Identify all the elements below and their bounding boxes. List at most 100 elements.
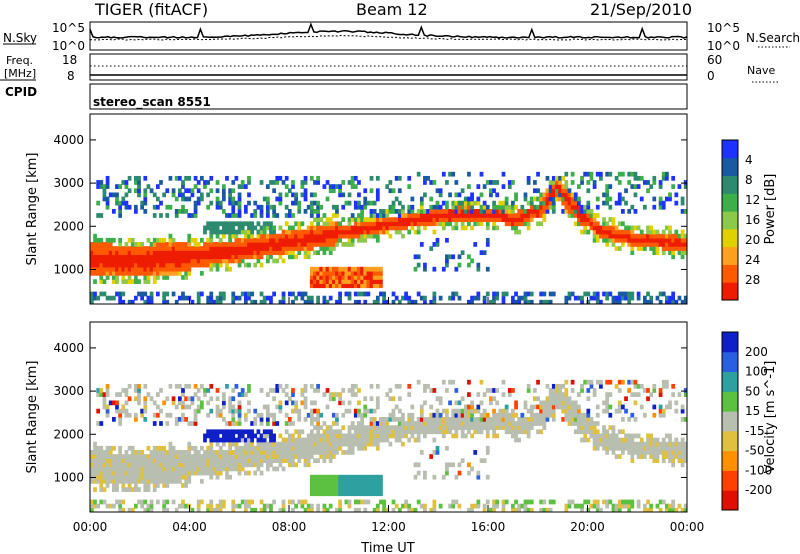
velocity-cell	[671, 454, 676, 459]
velocity-cell	[467, 379, 471, 385]
power-cell	[338, 188, 342, 194]
velocity-cell	[262, 429, 267, 435]
power-cell	[646, 291, 650, 297]
power-cell	[335, 221, 339, 227]
power-cell	[90, 254, 94, 260]
velocity-cell	[149, 458, 154, 464]
power-cell	[325, 242, 330, 247]
colorbar-swatch	[722, 140, 738, 159]
velocity-cell	[181, 466, 185, 472]
velocity-cell	[243, 417, 248, 422]
velocity-cell	[401, 503, 405, 509]
power-cell	[341, 266, 346, 272]
velocity-cell	[328, 437, 333, 443]
velocity-cell	[454, 429, 459, 435]
velocity-cell	[162, 466, 167, 472]
power-cell	[221, 192, 226, 198]
power-cell	[133, 270, 138, 276]
velocity-cell	[633, 400, 638, 406]
power-cell	[382, 217, 386, 222]
power-cell	[152, 270, 157, 276]
velocity-cell	[221, 441, 226, 447]
power-cell	[243, 262, 248, 268]
velocity-cell	[432, 388, 437, 393]
velocity-cell	[190, 470, 195, 476]
velocity-cell	[353, 487, 358, 492]
power-cell	[93, 237, 97, 243]
power-cell	[589, 295, 594, 301]
power-cell	[96, 184, 101, 189]
velocity-cell	[272, 450, 276, 455]
velocity-cell	[366, 483, 371, 488]
velocity-cell	[228, 408, 232, 414]
velocity-cell	[350, 450, 355, 455]
power-cell	[426, 213, 430, 218]
velocity-cell	[344, 450, 349, 455]
velocity-cell	[319, 441, 324, 447]
power-cell	[130, 258, 135, 264]
power-cell	[595, 291, 600, 297]
velocity-cell	[102, 450, 107, 455]
power-cell	[605, 188, 610, 194]
velocity-cell	[187, 474, 192, 480]
velocity-cell	[190, 445, 195, 451]
power-cell	[457, 209, 462, 214]
power-cell	[492, 180, 496, 185]
power-cell	[580, 204, 584, 210]
power-cell	[291, 200, 295, 206]
velocity-cell	[253, 450, 258, 455]
power-cell	[577, 217, 581, 222]
velocity-cell	[231, 458, 236, 464]
velocity-cell	[677, 441, 682, 447]
velocity-cell	[165, 421, 170, 426]
power-cell	[152, 246, 157, 251]
velocity-cell	[485, 450, 490, 455]
velocity-cell	[366, 433, 371, 439]
power-cell	[347, 221, 352, 227]
velocity-cell	[360, 421, 364, 426]
power-cell	[105, 254, 110, 260]
velocity-cell	[605, 445, 610, 451]
velocity-cell	[658, 404, 663, 410]
velocity-cell	[360, 417, 364, 422]
velocity-cell	[184, 404, 189, 410]
power-cell	[124, 246, 129, 251]
velocity-cell	[338, 429, 342, 435]
power-cell	[643, 299, 647, 304]
power-cell	[259, 204, 264, 210]
velocity-cell	[602, 433, 606, 439]
power-cell	[190, 213, 195, 218]
power-cell	[397, 200, 402, 206]
power-cell	[212, 262, 217, 268]
velocity-cell	[614, 445, 619, 451]
power-cell	[105, 180, 110, 185]
velocity-cell	[162, 470, 167, 476]
velocity-cell	[155, 466, 160, 472]
power-cell	[404, 225, 408, 231]
power-cell	[322, 275, 327, 280]
colorbar-frame	[721, 331, 739, 511]
power-cell	[507, 184, 512, 189]
velocity-cell	[341, 388, 346, 393]
velocity-cell	[265, 408, 270, 414]
velocity-cell	[155, 412, 160, 418]
velocity-cell	[262, 503, 267, 509]
power-cell	[309, 209, 314, 214]
velocity-cell	[577, 404, 581, 410]
power-cell	[168, 262, 173, 268]
power-cell	[96, 213, 101, 218]
power-cell	[316, 295, 320, 301]
power-cell	[363, 196, 368, 202]
power-cell	[551, 175, 556, 181]
power-cell	[99, 291, 104, 297]
velocity-cell	[287, 458, 292, 464]
velocity-cell	[357, 437, 361, 443]
power-cell	[278, 192, 283, 198]
velocity-cell	[655, 503, 660, 509]
power-cell	[322, 237, 327, 243]
velocity-cell	[599, 437, 603, 443]
velocity-cell	[567, 396, 572, 402]
power-cell	[237, 204, 242, 210]
velocity-cell	[407, 392, 412, 397]
velocity-cell	[624, 499, 628, 505]
